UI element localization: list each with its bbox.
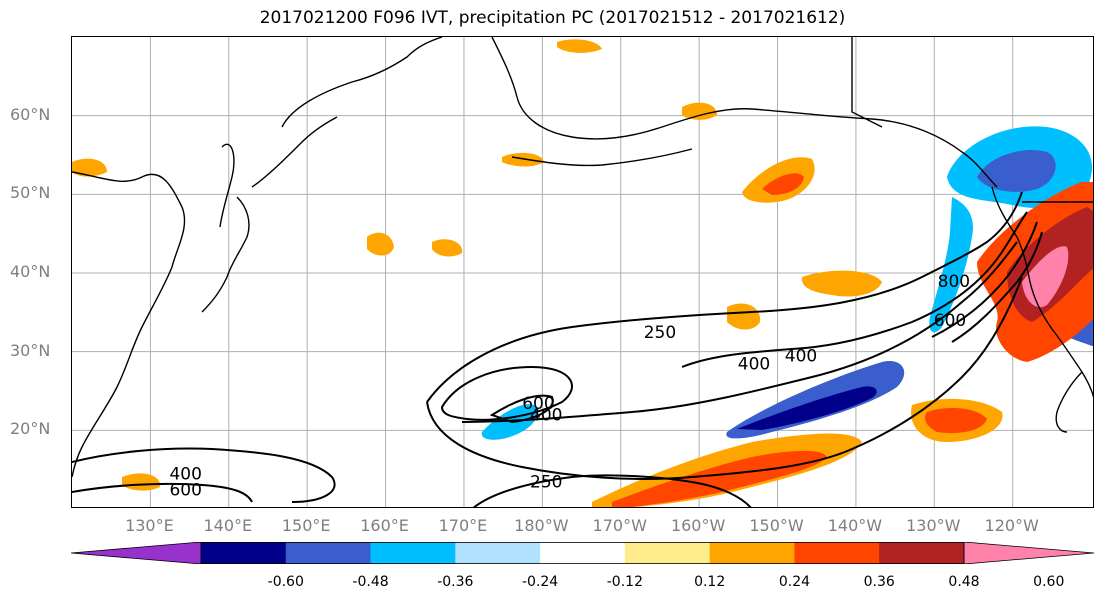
colorbar-tick-label: -0.60 [267,574,304,590]
latitude-label: 50°N [10,183,51,203]
colorbar-tick-label: -0.24 [521,574,559,590]
longitude-label: 160°W [670,516,726,535]
shade-orange-sw [122,473,161,491]
colorbar-tick-label: 0.60 [1033,574,1065,590]
map-panel: 250 250 400 400 400 400 600 600 600 800 [71,36,1094,508]
ivt-400-band [461,241,1018,423]
contour-label: 400 [738,354,770,374]
colorbar-segment [624,542,711,564]
shade-red-subtrop-east [925,407,987,434]
shade-pink-pnw-inland [1022,246,1069,308]
contour-label: 250 [644,323,676,343]
longitude-label: 150°W [749,516,804,535]
shade-orange-far-west [72,158,107,177]
ivt-contours [72,191,1043,507]
contour-label: 250 [530,472,562,492]
coastlines [72,37,1093,478]
longitude-label: 150°E [281,516,331,535]
coast-japan [201,196,250,313]
longitude-label: 130°W [906,516,961,535]
coast-baja [1055,371,1083,433]
longitude-label: 140°E [203,516,253,535]
shade-orange-east-pacific [801,270,882,297]
shade-orange-w-pac-1 [367,232,394,256]
colorbar-tick-label: -0.12 [606,574,643,590]
colorbar-segment [540,542,626,564]
colorbar-tick-label: 0.12 [694,574,726,590]
colorbar-segment [201,542,287,564]
colorbar-segment [455,542,541,564]
colorbar-extend-max [963,542,1094,564]
ivt-250-outer [426,191,1023,403]
colorbar [71,542,1094,564]
coast-sakhalin [219,143,235,228]
shade-blue-coast-strip [929,197,973,333]
ivt-400-loop [440,365,573,421]
longitude-label: 170°E [438,516,488,535]
coast-alaska [491,37,998,188]
shade-orange-aleut [682,102,717,120]
contour-label: 800 [938,272,970,292]
longitude-label: 180°W [514,516,569,535]
longitude-label: 120°W [984,516,1039,535]
contour-label: 600 [169,480,201,500]
colorbar-tick-label: -0.36 [437,574,474,590]
ivt-250-sw [472,474,752,507]
latitude-label: 60°N [10,104,51,124]
latitude-label: 20°N [10,419,51,439]
shade-orange-w-pac-3 [502,152,544,167]
precip-pc-shading [72,39,1093,507]
coast-kuril [251,116,338,188]
longitude-label: 160°E [360,516,409,535]
contour-label: 400 [785,347,817,367]
shade-orange-central [727,303,761,330]
coast-asia [72,171,186,478]
longitude-label: 140°W [827,516,883,535]
ivt-600-band [931,221,1038,338]
latitude-label: 40°N [10,262,51,281]
contour-label: 600 [934,311,966,331]
colorbar-segment [794,542,880,564]
colorbar-tick-label: -0.48 [352,574,389,590]
ivt-600-core [489,394,554,424]
coast-kamchatka [281,37,443,128]
latitude-label: 30°N [10,340,51,360]
ivt-400-sw [72,447,336,503]
border-alaska-canada [851,37,883,128]
shade-red-gulf-alaska [762,173,804,195]
map-title: 2017021200 F096 IVT, precipitation PC (2… [259,8,846,28]
colorbar-segment [370,542,456,564]
contour-label: 400 [530,406,562,426]
contour-label: 600 [522,394,554,414]
shade-red-south-band [612,450,827,507]
longitude-label: 130°E [125,516,174,535]
colorbar-segment [879,542,965,564]
shade-orange-w-pac-2 [432,239,463,257]
graticule [72,37,1093,507]
ivt-600-sw [72,482,253,503]
colorbar-segment [709,542,795,564]
colorbar-tick-label: 0.48 [948,574,980,590]
ivt-250-lower [426,276,1023,480]
longitude-label: 170°W [592,516,647,535]
colorbar-tick-label: 0.24 [778,574,811,590]
coast-aleutians [511,148,693,167]
contour-label: 400 [169,465,201,485]
colorbar-border [200,542,965,564]
shade-orange-nw [557,39,602,53]
colorbar-extend-min [71,542,202,564]
shade-navy-subtropical [737,386,877,430]
colorbar-tick-label: 0.36 [863,574,895,590]
ivt-400-upper [681,211,1028,368]
ivt-800-band [951,231,1043,343]
shade-blue-pnw-core [977,149,1056,192]
colorbar-segment [285,542,372,564]
